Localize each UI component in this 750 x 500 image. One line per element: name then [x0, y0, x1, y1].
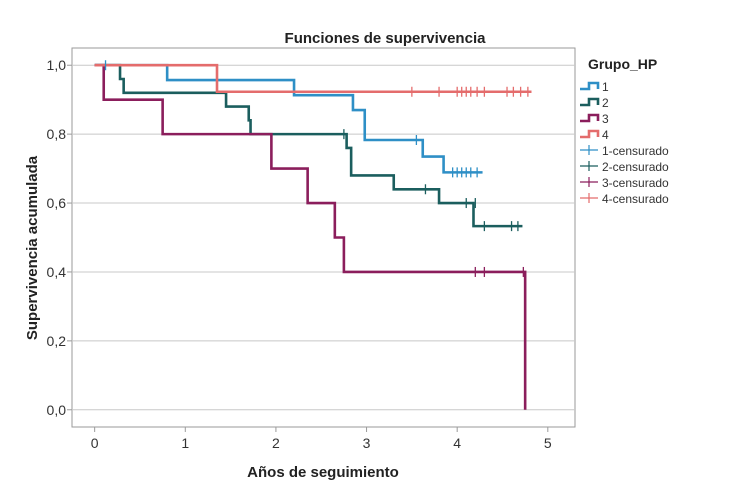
legend-swatch-4 — [580, 129, 600, 139]
legend-censor-label-1: 1-censurado — [602, 144, 669, 158]
legend-title: Grupo_HP — [588, 56, 657, 72]
y-tick-label: 0,6 — [47, 195, 67, 211]
y-tick-label: 0,2 — [47, 333, 67, 349]
x-tick-label: 4 — [453, 435, 461, 451]
series-1-curve — [94, 63, 483, 174]
y-tick-label: 0,4 — [47, 264, 67, 280]
plot-frame — [71, 47, 576, 428]
series-2-curve — [94, 63, 523, 228]
legend: 1 2 3 4 1-censurado 2-censurado 3-censurado 4-c… — [580, 80, 669, 206]
y-axis-label: Supervivencia acumulada — [24, 155, 41, 340]
x-tick-label: 5 — [544, 435, 552, 451]
legend-label-3: 3 — [602, 112, 609, 126]
x-tick-label: 0 — [91, 435, 99, 451]
legend-label-4: 4 — [602, 128, 609, 142]
chart-title: Funciones de supervivencia — [285, 30, 487, 47]
legend-censor-label-4: 4-censurado — [602, 192, 669, 206]
legend-label-2: 2 — [602, 96, 609, 110]
series-4-curve — [94, 63, 532, 94]
legend-swatch-2 — [580, 97, 600, 107]
legend-swatch-1 — [580, 81, 600, 91]
y-tick-label: 1,0 — [47, 57, 67, 73]
legend-censor-label-2: 2-censurado — [602, 160, 669, 174]
legend-label-1: 1 — [602, 80, 609, 94]
legend-swatch-3 — [580, 113, 600, 123]
x-tick-label: 2 — [272, 435, 280, 451]
plot-area: 0,0 0,2 0,4 0,6 0,8 1,0 0 1 2 3 4 5 — [47, 47, 576, 451]
y-tick-label: 0,0 — [47, 402, 67, 418]
y-tick-label: 0,8 — [47, 126, 67, 142]
series-3-curve — [94, 63, 527, 410]
x-tick-label: 1 — [181, 435, 189, 451]
x-axis-label: Años de seguimiento — [247, 464, 399, 481]
x-tick-label: 3 — [363, 435, 371, 451]
legend-censor-label-3: 3-censurado — [602, 176, 669, 190]
